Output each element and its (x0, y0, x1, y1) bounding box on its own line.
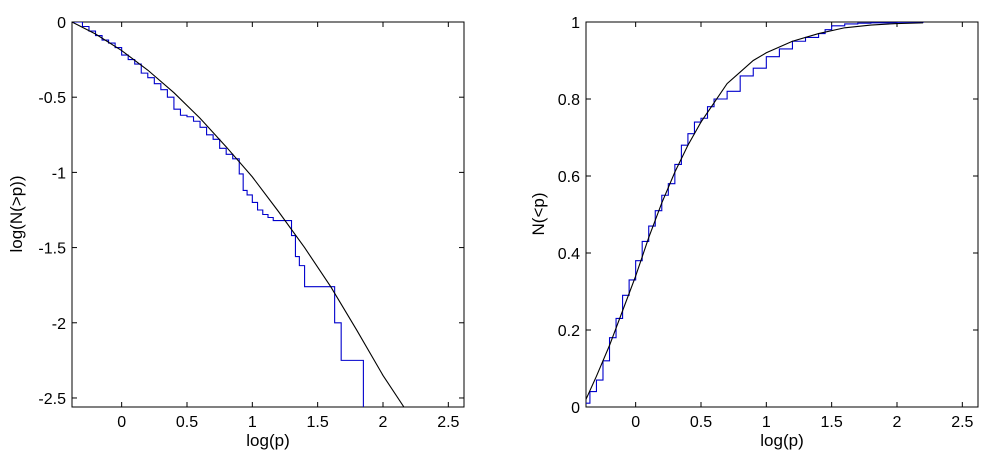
y-tick-label: -0.5 (38, 90, 66, 107)
x-tick-label: 2 (379, 414, 388, 431)
plot-area-right (585, 21, 979, 408)
ticks-left: 0 0.5 1 1.5 2 2.5 -2.5 -2 -1.5 -1 -0.5 0 (38, 15, 464, 431)
model-curve-line-right (586, 22, 924, 400)
x-tick-label: 2 (893, 414, 902, 431)
x-tick-label: 2.5 (437, 414, 459, 431)
x-tick-label: 0.5 (690, 414, 712, 431)
x-tick-label: 1.5 (821, 414, 843, 431)
x-tick-label: 0.5 (176, 414, 198, 431)
x-axis-label-right: log(p) (760, 431, 803, 450)
y-axis-label-right: N(<p) (529, 193, 548, 236)
x-tick-label: 1 (248, 414, 257, 431)
y-tick-label: -2.5 (38, 391, 66, 408)
y-tick-label: -1.5 (38, 241, 66, 258)
model-curve-line-left (72, 22, 405, 407)
chart-left: 0 0.5 1 1.5 2 2.5 -2.5 -2 -1.5 -1 -0.5 0 log(p) log… (7, 15, 465, 450)
ticks-right: 0 0.5 1 1.5 2 2.5 0 0.2 0.4 0.6 0.8 1 (558, 15, 978, 431)
y-tick-label: 0 (57, 15, 66, 32)
series-left (72, 22, 405, 407)
y-tick-label: -2 (52, 316, 66, 333)
y-tick-label: 0.2 (558, 323, 580, 340)
y-axis-label-left: log(N(>p)) (7, 176, 26, 253)
x-tick-label: 0 (117, 414, 126, 431)
y-tick-label: 1 (571, 15, 580, 32)
series-right (586, 22, 924, 404)
x-tick-label: 1 (762, 414, 771, 431)
y-tick-label: 0.4 (558, 246, 580, 263)
y-tick-label: 0 (571, 400, 580, 417)
y-tick-label: 0.8 (558, 92, 580, 109)
y-tick-label: -1 (52, 165, 66, 182)
x-axis-label-left: log(p) (246, 431, 289, 450)
empirical-step-line-left (72, 22, 364, 407)
y-tick-label: 0.6 (558, 169, 580, 186)
chart-right: 0 0.5 1 1.5 2 2.5 0 0.2 0.4 0.6 0.8 1 log(p) N(<p) (529, 15, 979, 450)
x-tick-label: 0 (631, 414, 640, 431)
x-tick-label: 1.5 (307, 414, 329, 431)
x-tick-label: 2.5 (951, 414, 973, 431)
